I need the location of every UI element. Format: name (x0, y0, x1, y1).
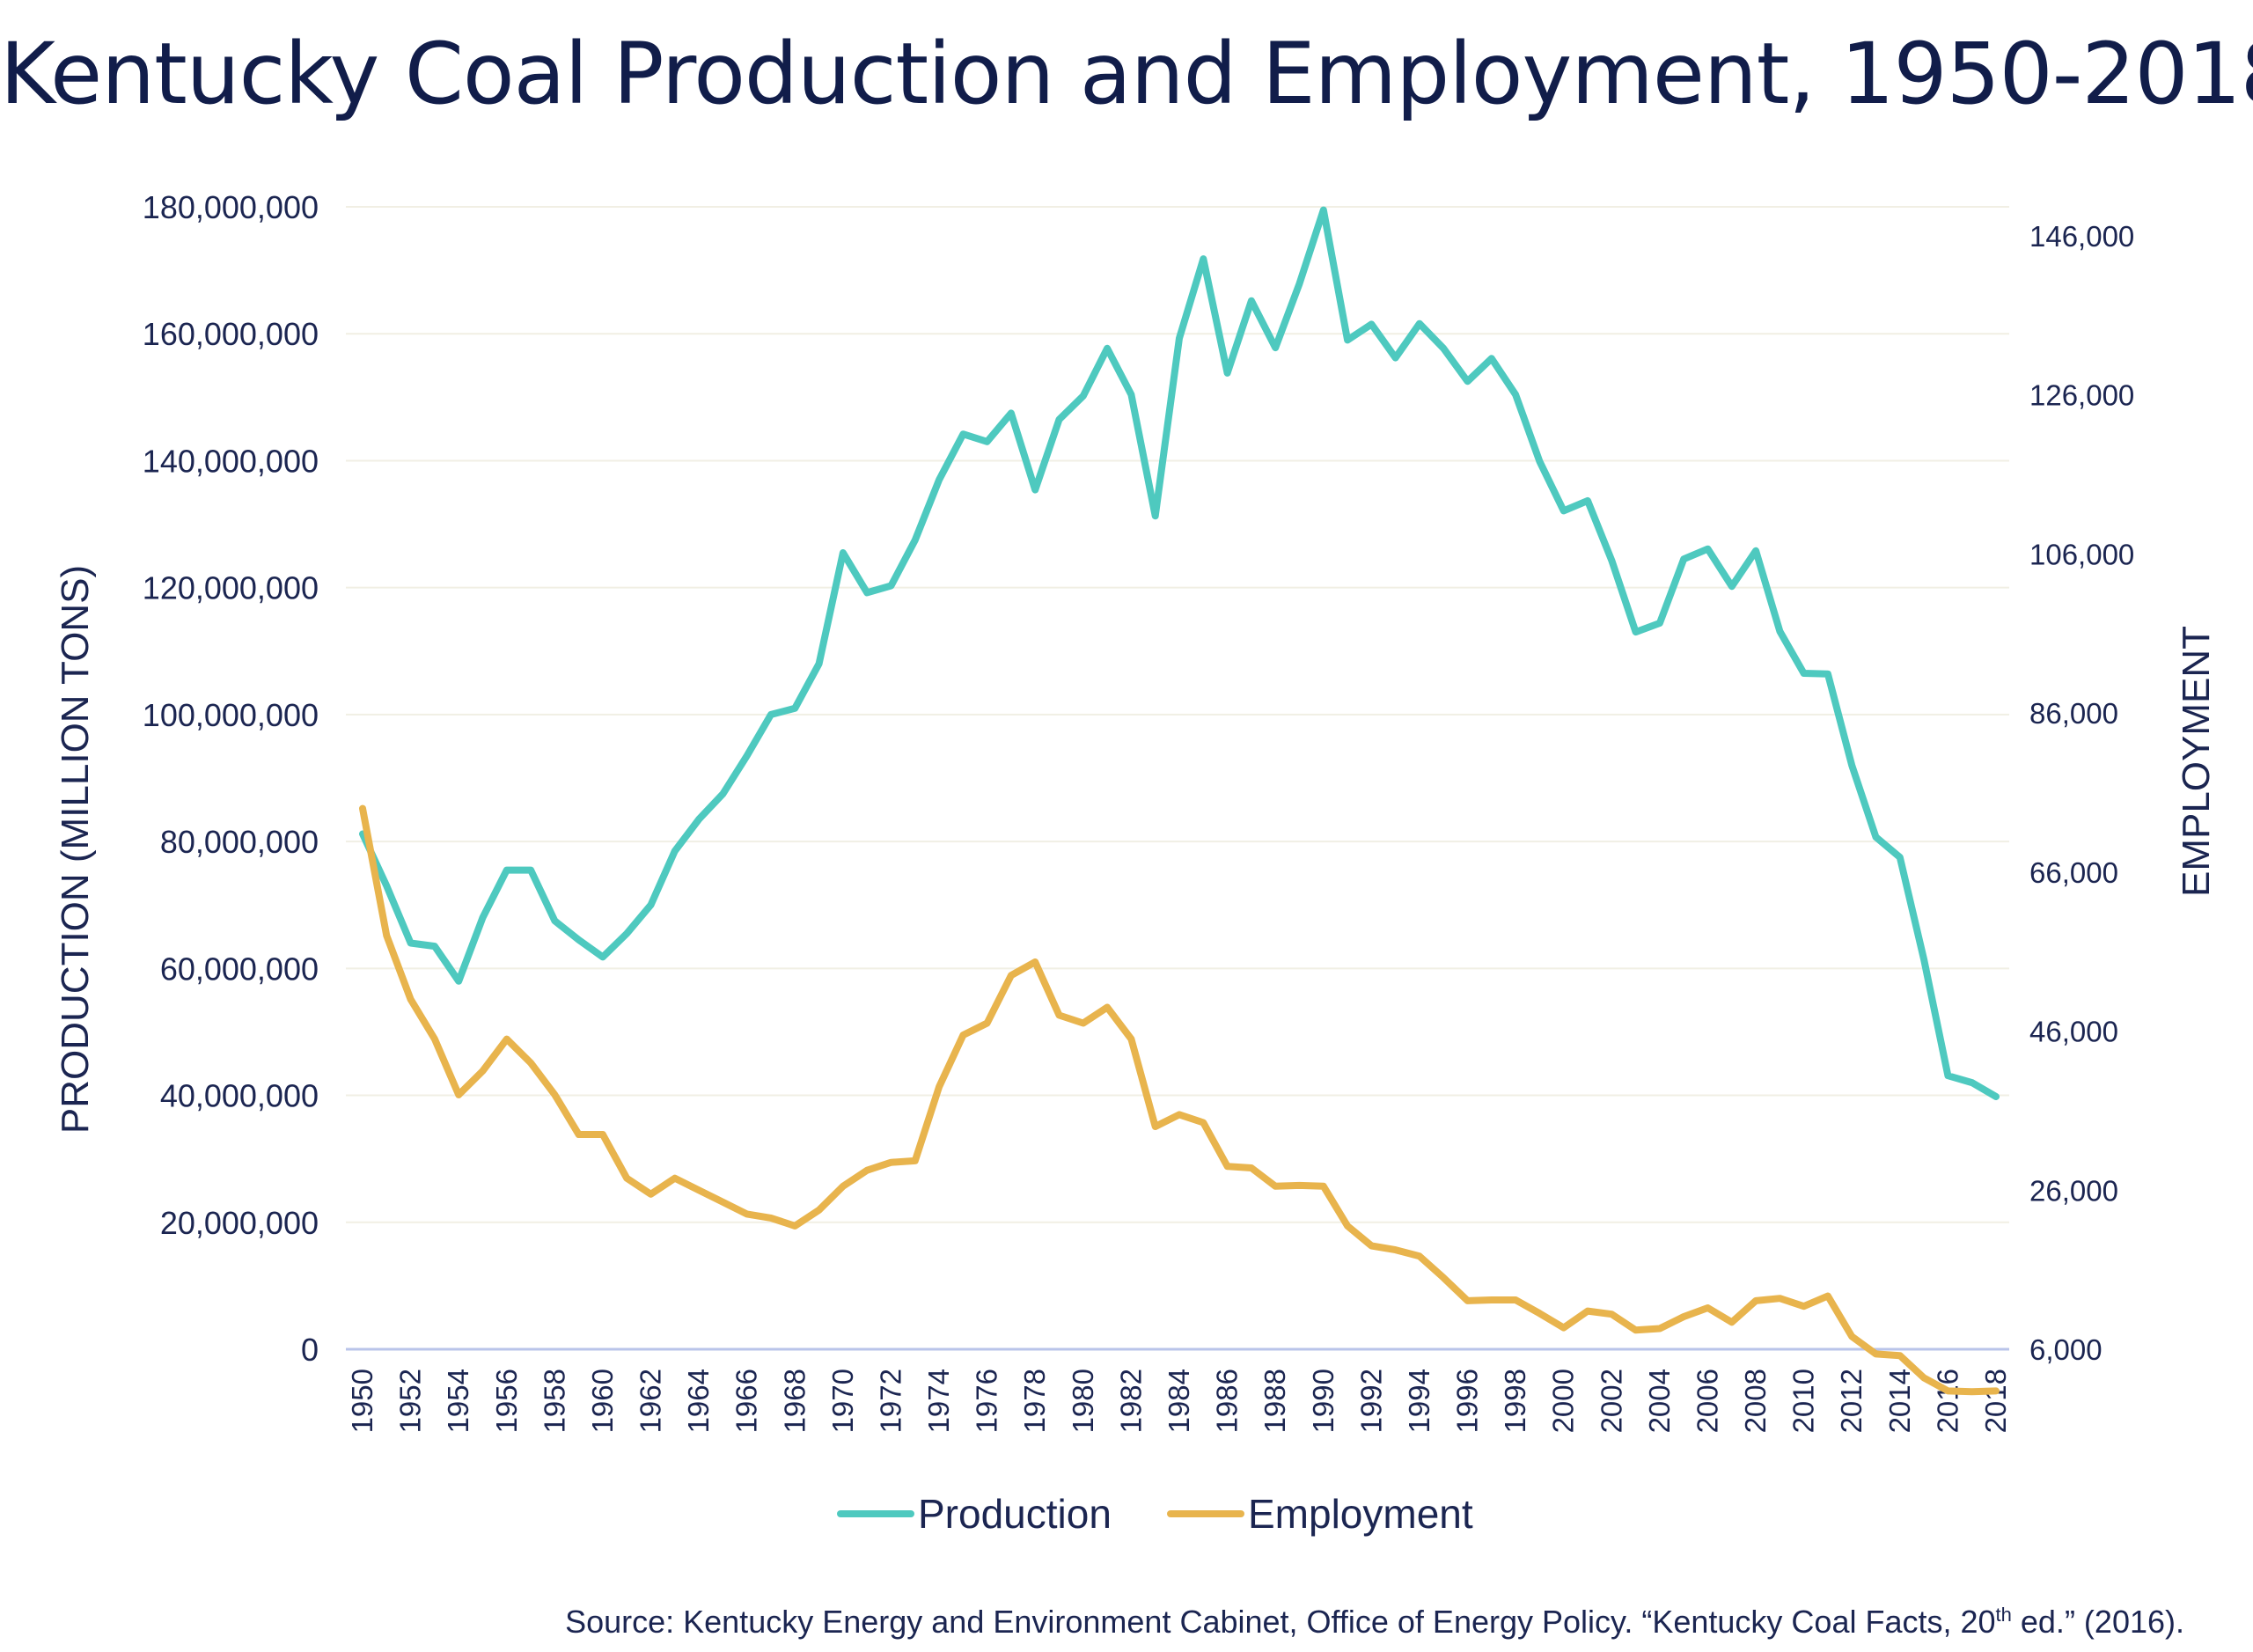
x-tick-label: 1980 (1067, 1369, 1099, 1433)
right-tick-label: 126,000 (2029, 379, 2134, 412)
right-tick-label: 146,000 (2029, 220, 2134, 253)
x-tick-label: 1952 (394, 1369, 427, 1433)
x-tick-label: 2018 (1979, 1369, 2012, 1433)
x-tick-label: 1956 (490, 1369, 523, 1433)
right-tick-label: 26,000 (2029, 1174, 2118, 1207)
legend-label-production: Production (918, 1491, 1112, 1537)
chart-title: Kentucky Coal Production and Employment,… (0, 25, 2253, 123)
right-axis-label: EMPLOYMENT (2175, 626, 2218, 897)
x-tick-label: 1998 (1499, 1369, 1531, 1433)
x-axis-ticks: 1950 1952 1954 1956 1958 1960 1962 1964 1966 1968… (346, 1369, 2012, 1433)
left-tick-label: 120,000,000 (143, 570, 319, 606)
x-tick-label: 1954 (442, 1369, 474, 1433)
x-tick-label: 2010 (1787, 1369, 1820, 1433)
x-tick-label: 1992 (1354, 1369, 1387, 1433)
source-note-suffix: ed.” (2016). (2011, 1604, 2184, 1640)
x-tick-label: 2006 (1691, 1369, 1723, 1433)
right-tick-label: 86,000 (2029, 697, 2118, 730)
series-production-line (359, 206, 2000, 1100)
x-tick-label: 1982 (1114, 1369, 1147, 1433)
left-tick-label: 60,000,000 (160, 951, 319, 987)
x-tick-label: 1960 (586, 1369, 619, 1433)
left-axis-label: PRODUCTION (MILLION TONS) (54, 565, 97, 1134)
series-employment-line (359, 804, 2000, 1396)
left-tick-label: 160,000,000 (143, 316, 319, 352)
series-lines (359, 206, 2000, 1396)
right-tick-label: 106,000 (2029, 538, 2134, 570)
left-tick-label: 100,000,000 (143, 697, 319, 733)
x-tick-label: 2012 (1835, 1369, 1868, 1433)
grid-lines (346, 206, 2009, 1351)
x-tick-label: 1988 (1259, 1369, 1291, 1433)
x-tick-label: 1970 (826, 1369, 859, 1433)
source-note-prefix: Source: Kentucky Energy and Environment … (565, 1604, 1996, 1640)
left-tick-label: 20,000,000 (160, 1205, 319, 1241)
left-tick-label: 80,000,000 (160, 824, 319, 860)
left-tick-label: 0 (301, 1332, 319, 1368)
x-tick-label: 2002 (1595, 1369, 1627, 1433)
x-tick-label: 2008 (1739, 1369, 1772, 1433)
x-tick-label: 2016 (1931, 1369, 1963, 1433)
x-tick-label: 1978 (1018, 1369, 1051, 1433)
right-tick-label: 46,000 (2029, 1016, 2118, 1048)
left-tick-label: 180,000,000 (143, 189, 319, 225)
left-tick-label: 140,000,000 (143, 443, 319, 479)
x-tick-label: 1974 (922, 1369, 955, 1433)
left-axis-ticks: 0 20,000,000 40,000,000 60,000,000 80,000,00… (143, 189, 319, 1368)
x-tick-label: 1972 (874, 1369, 906, 1433)
x-tick-label: 1968 (778, 1369, 811, 1433)
x-tick-label: 2014 (1883, 1369, 1916, 1433)
right-tick-label: 6,000 (2029, 1333, 2103, 1366)
right-axis-ticks: 6,000 26,000 46,000 66,000 86,000 106,000 126,… (2029, 220, 2134, 1366)
x-tick-label: 1990 (1307, 1369, 1339, 1433)
x-tick-label: 1950 (346, 1369, 378, 1433)
x-tick-label: 1996 (1451, 1369, 1484, 1433)
right-tick-label: 66,000 (2029, 856, 2118, 889)
legend: Production Employment (837, 1491, 1473, 1537)
x-tick-label: 1976 (971, 1369, 1003, 1433)
source-note: Source: Kentucky Energy and Environment … (565, 1604, 2184, 1641)
x-tick-label: 1966 (730, 1369, 763, 1433)
x-tick-label: 1964 (682, 1369, 715, 1433)
x-tick-label: 1962 (635, 1369, 667, 1433)
source-note-superscript: th (1995, 1604, 2012, 1626)
x-tick-label: 2004 (1643, 1369, 1676, 1433)
left-tick-label: 40,000,000 (160, 1078, 319, 1114)
x-tick-label: 1958 (538, 1369, 570, 1433)
x-tick-label: 1994 (1403, 1369, 1435, 1433)
x-tick-label: 1984 (1163, 1369, 1195, 1433)
x-tick-label: 2000 (1547, 1369, 1580, 1433)
x-tick-label: 1986 (1211, 1369, 1244, 1433)
legend-label-employment: Employment (1248, 1491, 1473, 1537)
